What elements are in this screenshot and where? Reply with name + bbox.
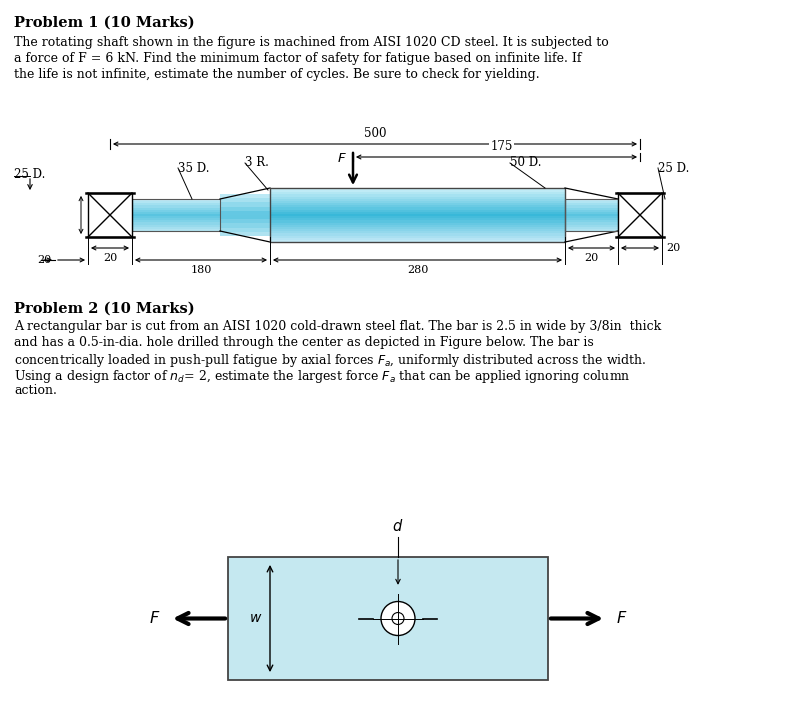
Polygon shape [565, 214, 618, 216]
Circle shape [381, 602, 415, 635]
Text: action.: action. [14, 384, 57, 397]
Polygon shape [220, 232, 270, 236]
Polygon shape [270, 227, 565, 229]
Text: $F$: $F$ [337, 152, 347, 165]
Polygon shape [270, 218, 565, 220]
Polygon shape [220, 228, 270, 232]
Polygon shape [220, 219, 270, 223]
Polygon shape [565, 199, 618, 201]
Polygon shape [270, 236, 565, 238]
Polygon shape [270, 240, 565, 242]
Polygon shape [132, 220, 220, 223]
Polygon shape [618, 193, 662, 237]
Polygon shape [220, 215, 270, 219]
Polygon shape [565, 205, 618, 208]
Polygon shape [220, 211, 270, 215]
Polygon shape [270, 212, 565, 214]
Polygon shape [220, 207, 270, 211]
Polygon shape [132, 227, 220, 229]
Polygon shape [132, 218, 220, 220]
Polygon shape [270, 190, 565, 192]
Polygon shape [270, 197, 565, 199]
Polygon shape [132, 201, 220, 203]
Polygon shape [565, 201, 618, 203]
Text: and has a 0.5-in-dia. hole drilled through the center as depicted in Figure belo: and has a 0.5-in-dia. hole drilled throu… [14, 336, 594, 349]
Text: $w$: $w$ [249, 612, 262, 625]
Polygon shape [88, 193, 132, 237]
Polygon shape [270, 188, 565, 190]
Text: 20: 20 [666, 243, 680, 253]
Text: 25 D.: 25 D. [14, 169, 45, 182]
Polygon shape [270, 223, 565, 225]
Polygon shape [132, 214, 220, 216]
Polygon shape [270, 233, 565, 236]
Polygon shape [565, 220, 618, 223]
Text: Problem 2 (10 Marks): Problem 2 (10 Marks) [14, 302, 194, 316]
Text: Problem 1 (10 Marks): Problem 1 (10 Marks) [14, 16, 194, 30]
Polygon shape [270, 205, 565, 208]
Polygon shape [270, 238, 565, 240]
Text: 175: 175 [491, 140, 513, 153]
Polygon shape [270, 208, 565, 210]
Polygon shape [270, 229, 565, 231]
Polygon shape [132, 199, 220, 201]
Text: 500: 500 [363, 127, 386, 140]
Polygon shape [270, 220, 565, 223]
Text: 180: 180 [190, 265, 212, 275]
Polygon shape [270, 216, 565, 218]
Polygon shape [565, 223, 618, 225]
Text: The rotating shaft shown in the figure is machined from AISI 1020 CD steel. It i: The rotating shaft shown in the figure i… [14, 36, 609, 49]
Polygon shape [220, 198, 270, 202]
Polygon shape [220, 223, 270, 228]
Text: 20: 20 [38, 255, 52, 265]
Polygon shape [270, 195, 565, 197]
Text: 3 R.: 3 R. [245, 157, 269, 169]
Polygon shape [132, 208, 220, 210]
Polygon shape [565, 229, 618, 231]
Polygon shape [270, 201, 565, 203]
Polygon shape [565, 218, 618, 220]
Polygon shape [270, 225, 565, 227]
Text: Using a design factor of $n_d$= 2, estimate the largest force $F_a$ that can be : Using a design factor of $n_d$= 2, estim… [14, 368, 630, 385]
Polygon shape [132, 216, 220, 218]
Polygon shape [270, 203, 565, 205]
Polygon shape [132, 229, 220, 231]
Text: 20: 20 [585, 253, 599, 263]
Text: 35 D.: 35 D. [178, 162, 209, 174]
Polygon shape [565, 208, 618, 210]
Text: $F$: $F$ [616, 610, 627, 627]
Text: a force of F = 6 kN. Find the minimum factor of safety for fatigue based on infi: a force of F = 6 kN. Find the minimum fa… [14, 52, 581, 65]
Polygon shape [270, 231, 565, 233]
Text: the life is not infinite, estimate the number of cycles. Be sure to check for yi: the life is not infinite, estimate the n… [14, 68, 540, 81]
Text: 25 D.: 25 D. [658, 162, 690, 174]
Polygon shape [270, 214, 565, 216]
Text: 280: 280 [407, 265, 428, 275]
Polygon shape [132, 223, 220, 225]
Text: 20: 20 [103, 253, 117, 263]
Polygon shape [565, 227, 618, 229]
Polygon shape [565, 225, 618, 227]
Polygon shape [270, 192, 565, 195]
Text: A rectangular bar is cut from an AISI 1020 cold-drawn steel flat. The bar is 2.5: A rectangular bar is cut from an AISI 10… [14, 320, 661, 333]
Polygon shape [270, 210, 565, 212]
Polygon shape [220, 194, 270, 198]
Polygon shape [565, 216, 618, 218]
Text: concentrically loaded in push-pull fatigue by axial forces $F_a$, uniformly dist: concentrically loaded in push-pull fatig… [14, 352, 646, 369]
Text: $d$: $d$ [393, 518, 404, 534]
Polygon shape [132, 210, 220, 212]
Polygon shape [220, 202, 270, 207]
Polygon shape [270, 199, 565, 201]
Text: $F$: $F$ [149, 610, 160, 627]
Polygon shape [132, 212, 220, 214]
Polygon shape [132, 205, 220, 208]
Polygon shape [565, 212, 618, 214]
Polygon shape [132, 225, 220, 227]
Polygon shape [565, 203, 618, 205]
Polygon shape [565, 210, 618, 212]
Text: 50 D.: 50 D. [510, 157, 541, 169]
Polygon shape [132, 203, 220, 205]
Polygon shape [228, 557, 548, 680]
